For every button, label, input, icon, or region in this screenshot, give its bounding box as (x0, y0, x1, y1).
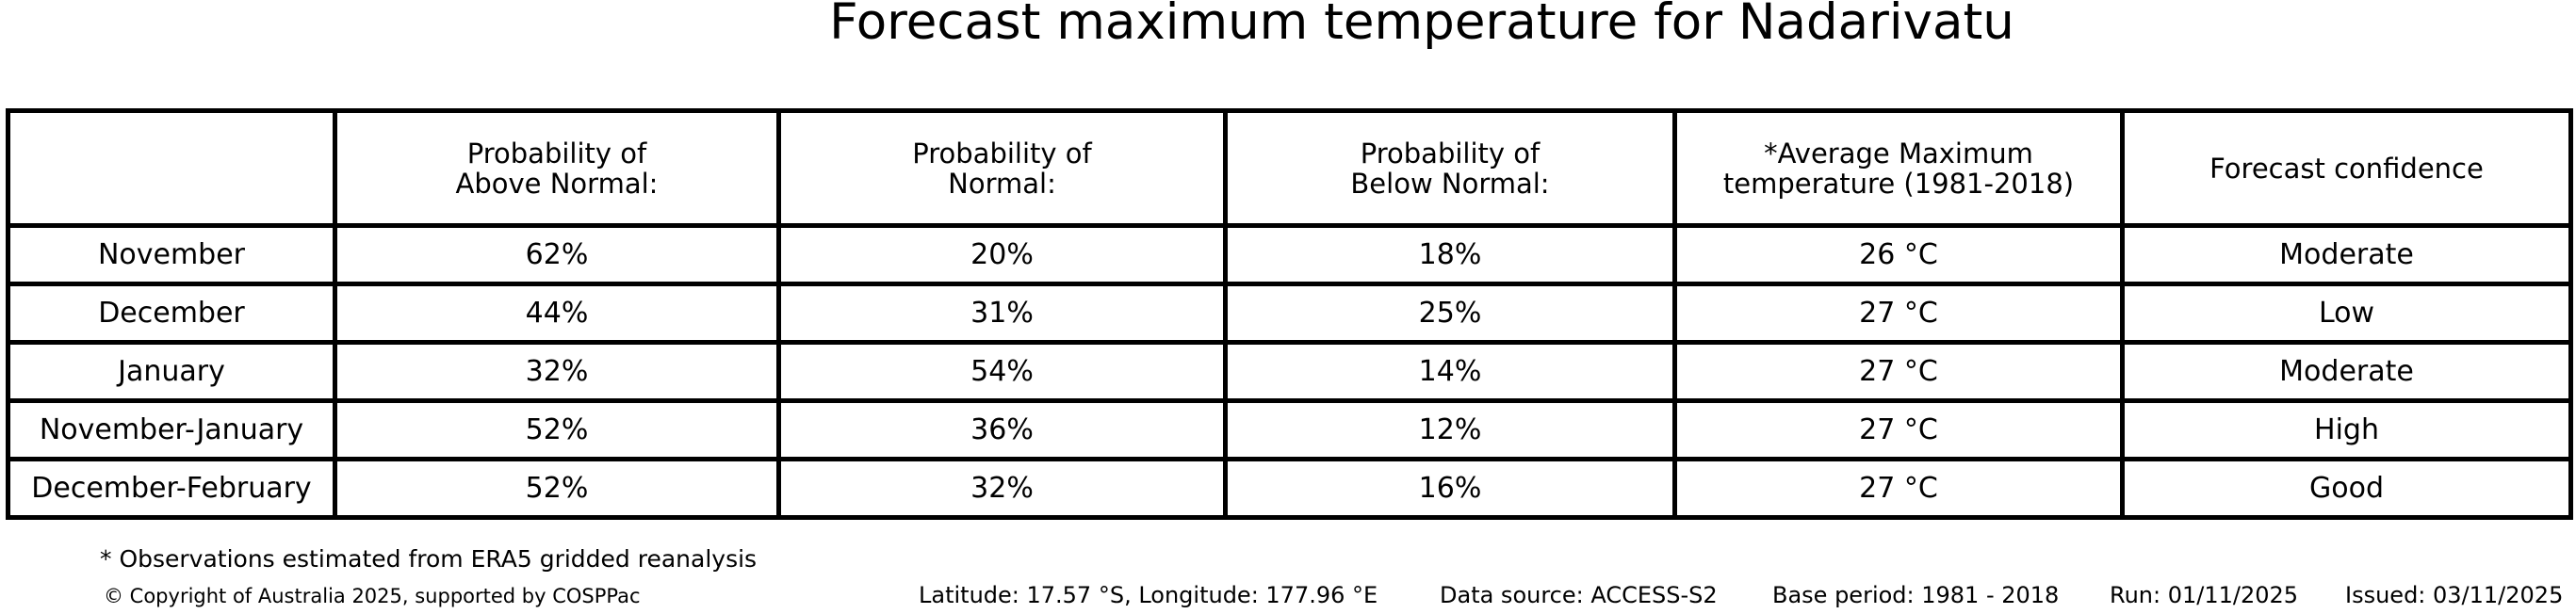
cell-above-normal: 52% (333, 457, 781, 520)
header-above-normal: Probability of Above Normal: (333, 108, 781, 228)
cell-forecast-confidence: High (2120, 398, 2573, 461)
table-row-november: November 62% 20% 18% 26 °C Moderate (6, 223, 2573, 286)
cell-below-normal: 14% (1223, 340, 1677, 403)
header-below-normal: Probability of Below Normal: (1223, 108, 1677, 228)
header-normal: Probability of Normal: (776, 108, 1228, 228)
cell-above-normal: 32% (333, 340, 781, 403)
row-label: November (6, 223, 337, 286)
cell-average-max-temp: 27 °C (1672, 398, 2125, 461)
cell-average-max-temp: 27 °C (1672, 282, 2125, 345)
table-row-november-january: November-January 52% 36% 12% 27 °C High (6, 398, 2573, 461)
cell-below-normal: 18% (1223, 223, 1677, 286)
observations-footnote: * Observations estimated from ERA5 gridd… (100, 545, 758, 573)
table-row-december-february: December-February 52% 32% 16% 27 °C Good (6, 457, 2573, 520)
forecast-table: Probability of Above Normal: Probability… (6, 108, 2573, 520)
copyright-text: © Copyright of Australia 2025, supported… (104, 585, 641, 607)
row-label: November-January (6, 398, 337, 461)
cell-forecast-confidence: Moderate (2120, 223, 2573, 286)
header-forecast-confidence: Forecast confidence (2120, 108, 2573, 228)
cell-normal: 36% (776, 398, 1228, 461)
cell-forecast-confidence: Low (2120, 282, 2573, 345)
page-title: Forecast maximum temperature for Nadariv… (829, 0, 2014, 51)
cell-normal: 32% (776, 457, 1228, 520)
header-line: Above Normal: (455, 167, 659, 200)
issued-date-text: Issued: 03/11/2025 (2345, 582, 2564, 608)
run-date-text: Run: 01/11/2025 (2110, 582, 2299, 608)
header-line: *Average Maximum (1764, 137, 2033, 170)
header-line: temperature (1981-2018) (1722, 167, 2075, 200)
header-average-max-temp: *Average Maximum temperature (1981-2018) (1672, 108, 2125, 228)
cell-average-max-temp: 26 °C (1672, 223, 2125, 286)
latitude-longitude-text: Latitude: 17.57 °S, Longitude: 177.96 °E (919, 582, 1378, 608)
cell-forecast-confidence: Good (2120, 457, 2573, 520)
cell-average-max-temp: 27 °C (1672, 340, 2125, 403)
cell-above-normal: 44% (333, 282, 781, 345)
row-label: December-February (6, 457, 337, 520)
table-header-row: Probability of Above Normal: Probability… (6, 108, 2573, 228)
header-line: Probability of (466, 137, 647, 170)
cell-above-normal: 62% (333, 223, 781, 286)
header-line: Probability of (1360, 137, 1541, 170)
cell-normal: 20% (776, 223, 1228, 286)
header-line: Forecast confidence (2209, 152, 2484, 185)
header-line: Below Normal: (1350, 167, 1550, 200)
cell-normal: 54% (776, 340, 1228, 403)
cell-forecast-confidence: Moderate (2120, 340, 2573, 403)
header-line: Probability of (912, 137, 1092, 170)
cell-average-max-temp: 27 °C (1672, 457, 2125, 520)
row-label: December (6, 282, 337, 345)
header-line: Normal: (948, 167, 1056, 200)
cell-below-normal: 12% (1223, 398, 1677, 461)
data-source-text: Data source: ACCESS-S2 (1440, 582, 1718, 608)
table-row-january: January 32% 54% 14% 27 °C Moderate (6, 340, 2573, 403)
cell-below-normal: 16% (1223, 457, 1677, 520)
cell-normal: 31% (776, 282, 1228, 345)
table-row-december: December 44% 31% 25% 27 °C Low (6, 282, 2573, 345)
header-corner-empty (6, 108, 337, 228)
base-period-text: Base period: 1981 - 2018 (1772, 582, 2060, 608)
cell-below-normal: 25% (1223, 282, 1677, 345)
row-label: January (6, 340, 337, 403)
cell-above-normal: 52% (333, 398, 781, 461)
